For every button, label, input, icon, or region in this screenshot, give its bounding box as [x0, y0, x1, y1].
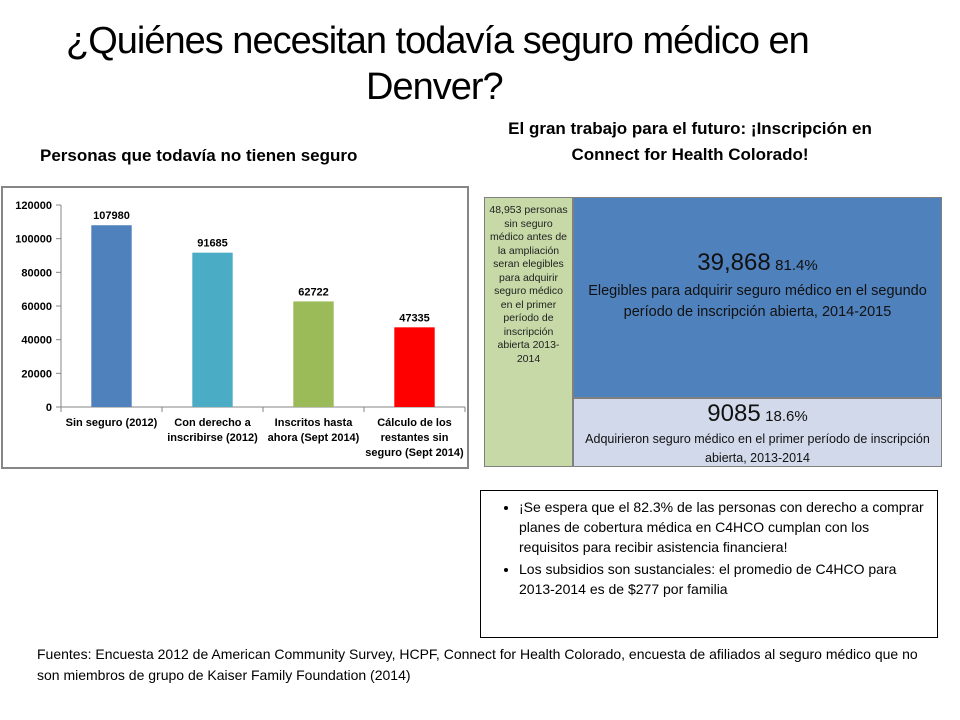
x-category-label-line: seguro (Sept 2014): [365, 447, 464, 459]
x-category-label-line: Sin seguro (2012): [66, 417, 158, 429]
enrollment-heading: El gran trabajo para el futuro: ¡Inscrip…: [508, 119, 872, 164]
bar-data-label: 62722: [298, 286, 329, 298]
second-period-eligible-box: 39,868 81.4% Elegibles para adquirir seg…: [573, 197, 942, 398]
x-category-label: Sin seguro (2012): [66, 417, 158, 429]
slide-title-line2: Denver?: [366, 66, 504, 108]
bar-data-label: 47335: [399, 312, 430, 324]
subsidy-note-item: Los subsidios son sustanciales: el prome…: [519, 559, 927, 599]
y-tick-label: 60000: [21, 301, 52, 313]
x-category-label: Con derecho a inscribirse (2012): [167, 417, 258, 444]
first-period-headline: 9085 18.6%: [574, 401, 941, 430]
second-period-percent: 81.4%: [775, 257, 818, 274]
first-period-percent: 18.6%: [765, 408, 808, 425]
first-period-enrolled-box: 9085 18.6% Adquirieron seguro médico en …: [573, 398, 942, 467]
x-category-label-line: Cálculo de los: [377, 417, 452, 429]
x-category-label: Inscritos hasta ahora (Sept 2014): [268, 417, 360, 444]
x-category-label: Cálculo de los restantes sin seguro (Sept …: [365, 417, 464, 459]
y-tick-label: 40000: [21, 335, 52, 347]
slide-title-line1: ¿Quiénes necesitan todavía seguro médico…: [66, 20, 810, 62]
x-category-label-line: ahora (Sept 2014): [268, 432, 360, 444]
sources-footnote: Fuentes: Encuesta 2012 de American Commu…: [37, 646, 918, 683]
pre-expansion-eligible-box: 48,953 personas sin seguro médico antes …: [484, 197, 573, 467]
second-period-description: Elegibles para adquirir seguro médico en…: [588, 283, 927, 320]
bar: [192, 252, 233, 407]
second-period-headline: 39,868 81.4%: [574, 248, 941, 281]
subsidy-note-item: ¡Se espera que el 82.3% de las personas …: [519, 497, 927, 557]
bar: [91, 225, 132, 407]
chart-heading: Personas que todavía no tienen seguro: [40, 146, 358, 165]
bar-data-label: 107980: [93, 210, 130, 222]
y-tick-label: 20000: [21, 368, 52, 380]
bar-data-label: 91685: [197, 238, 228, 250]
x-category-label-line: inscribirse (2012): [167, 432, 258, 444]
x-category-label-line: restantes sin: [381, 432, 449, 444]
bar: [293, 301, 334, 407]
x-category-label-line: Con derecho a: [174, 417, 251, 429]
first-period-number: 9085: [707, 400, 761, 427]
x-category-label-line: Inscritos hasta: [275, 417, 354, 429]
bar: [394, 327, 435, 407]
y-tick-label: 80000: [21, 267, 52, 279]
y-tick-label: 0: [46, 402, 52, 414]
first-period-description: Adquirieron seguro médico en el primer p…: [585, 432, 930, 465]
subsidy-notes-list: ¡Se espera que el 82.3% de las personas …: [491, 497, 927, 599]
y-tick-label: 120000: [15, 200, 52, 212]
bar-chart-frame: 0 20000 40000 60000 80000 100000 120000 107980 S…: [1, 186, 469, 469]
bar-chart: 0 20000 40000 60000 80000 100000 120000 107980 S…: [15, 200, 466, 459]
y-tick-label: 100000: [15, 234, 52, 246]
subsidy-notes-box: ¡Se espera que el 82.3% de las personas …: [480, 490, 938, 638]
second-period-number: 39,868: [697, 249, 771, 276]
